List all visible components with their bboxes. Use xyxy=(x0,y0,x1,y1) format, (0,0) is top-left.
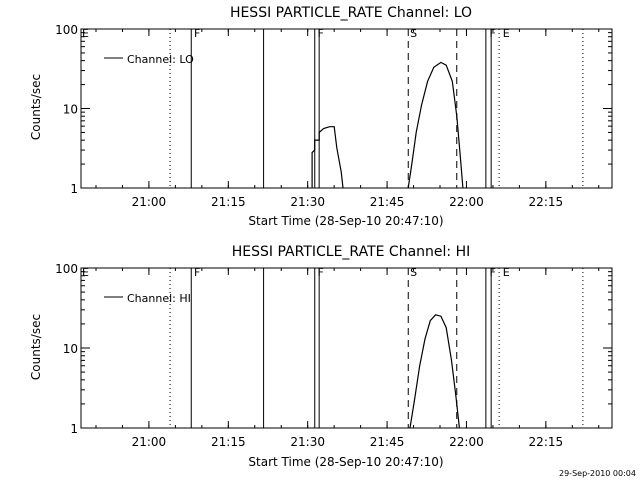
x-axis-label: Start Time (28-Sep-10 20:47:10) xyxy=(248,214,443,228)
x-tick-label: 22:00 xyxy=(449,195,484,209)
x-tick-label: 21:30 xyxy=(290,195,325,209)
x-tick-label: 21:15 xyxy=(211,195,246,209)
plot-timestamp: 29-Sep-2010 00:04 xyxy=(559,469,636,478)
x-tick-label: 22:00 xyxy=(449,435,484,449)
y-tick-label: 100 xyxy=(55,262,78,276)
x-tick-label: 21:15 xyxy=(211,435,246,449)
flag-label: F xyxy=(490,266,496,279)
flag-label: S xyxy=(410,266,417,279)
chart-panel-hi: HESSI PARTICLE_RATE Channel: HI Start Ti… xyxy=(29,244,613,469)
series-line xyxy=(407,61,464,189)
flag-label: E xyxy=(82,266,89,279)
flag-label: F xyxy=(318,27,324,40)
series-line xyxy=(311,126,344,189)
flag-label: E xyxy=(82,27,89,40)
x-tick-label: 22:15 xyxy=(529,435,564,449)
flag-label: E xyxy=(503,266,510,279)
legend-label: Channel: HI xyxy=(127,292,191,305)
y-tick-label: 1 xyxy=(70,182,78,196)
chart-panel-lo: HESSI PARTICLE_RATE Channel: LO Start Ti… xyxy=(29,5,613,228)
flag-label: F xyxy=(318,266,324,279)
flag-label: F xyxy=(194,266,200,279)
y-tick-label: 10 xyxy=(63,342,78,356)
x-tick-label: 22:15 xyxy=(529,195,564,209)
x-tick-label: 21:00 xyxy=(132,435,167,449)
x-axis-label: Start Time (28-Sep-10 20:47:10) xyxy=(248,455,443,469)
flag-label: E xyxy=(503,27,510,40)
x-tick-label: 21:30 xyxy=(290,435,325,449)
legend-label: Channel: LO xyxy=(127,53,194,66)
x-tick-label: 21:45 xyxy=(370,435,405,449)
y-tick-label: 1 xyxy=(70,422,78,436)
y-tick-label: 10 xyxy=(63,103,78,117)
chart-title: HESSI PARTICLE_RATE Channel: LO xyxy=(230,5,472,21)
y-axis-label: Counts/sec xyxy=(29,74,43,140)
chart-title: HESSI PARTICLE_RATE Channel: HI xyxy=(232,244,470,260)
series-line xyxy=(409,314,460,429)
y-tick-label: 100 xyxy=(55,23,78,37)
flag-label: F xyxy=(490,27,496,40)
x-tick-label: 21:00 xyxy=(132,195,167,209)
flag-label: F xyxy=(194,27,200,40)
x-tick-label: 21:45 xyxy=(370,195,405,209)
flag-label: S xyxy=(410,27,417,40)
y-axis-label: Counts/sec xyxy=(29,314,43,380)
